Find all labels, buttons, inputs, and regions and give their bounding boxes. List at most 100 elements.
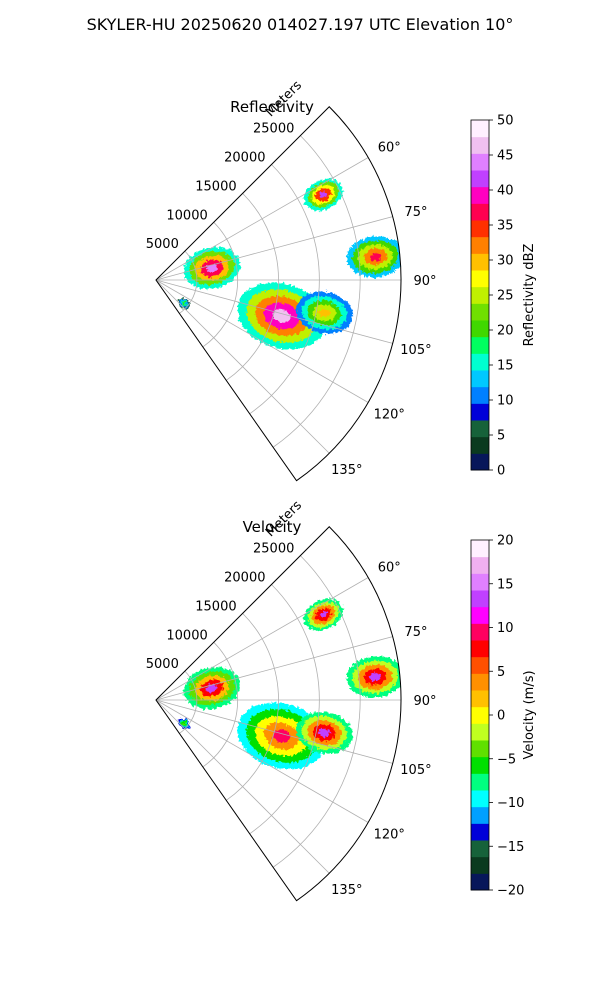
colorbar-tick-label: 15 — [497, 359, 514, 374]
radial-grid-arc — [179, 670, 198, 734]
colorbar-segment — [471, 320, 489, 338]
colorbar-segment — [471, 690, 489, 708]
echo-cell — [346, 236, 401, 278]
azimuth-tick-label: 135° — [331, 883, 362, 898]
colorbar-tick-label: 20 — [497, 324, 514, 339]
azimuth-tick-label: 135° — [331, 463, 362, 478]
colorbar-segment — [471, 590, 489, 608]
azimuth-tick-label: 120° — [374, 408, 405, 423]
colorbar-segment — [471, 540, 489, 558]
colorbar-tick-label: 5 — [497, 429, 505, 444]
azimuth-grid-line — [155, 636, 393, 701]
range-tick-label: 10000 — [166, 628, 207, 643]
colorbar-segment — [471, 186, 489, 204]
echo-layer — [178, 598, 401, 770]
radial-grid-arc — [249, 584, 320, 835]
colorbar-segment — [471, 453, 489, 471]
echo-cell — [346, 656, 401, 698]
colorbar-segment — [471, 253, 489, 271]
colorbar-tick-label: 45 — [497, 149, 514, 164]
azimuth-grid-line — [155, 577, 369, 701]
range-tick-label: 5000 — [146, 237, 179, 252]
range-tick-label: 5000 — [146, 657, 179, 672]
azimuth-grid-line — [155, 699, 393, 764]
colorbar-segment — [471, 203, 489, 221]
colorbar-segment — [471, 623, 489, 641]
colorbar-tick-label: 0 — [497, 464, 505, 479]
echo-cell — [296, 291, 353, 334]
range-tick-label: 25000 — [253, 542, 294, 557]
colorbar-segment — [471, 856, 489, 874]
polar-axes-frame — [155, 526, 402, 902]
azimuth-tick-label: 120° — [374, 828, 405, 843]
radial-grid-arc — [226, 613, 279, 801]
colorbar-tick-label: 0 — [497, 709, 505, 724]
plot-title: Reflectivity — [230, 98, 314, 116]
radial-grid-arc — [202, 641, 238, 768]
azimuth-grid-line — [155, 279, 393, 344]
echo-cell — [303, 178, 343, 211]
colorbar-segment — [471, 436, 489, 454]
range-tick-label: 15000 — [195, 599, 236, 614]
azimuth-tick-label: 75° — [404, 205, 427, 220]
colorbar-segment — [471, 656, 489, 674]
colorbar-segment — [471, 756, 489, 774]
azimuth-tick-label: 105° — [400, 763, 431, 778]
colorbar-tick-label: 35 — [497, 219, 514, 234]
colorbar-segment — [471, 170, 489, 188]
colorbar-segment — [471, 236, 489, 254]
azimuth-grid-line — [155, 699, 369, 823]
radial-grid-arc — [202, 221, 238, 348]
colorbar-segment — [471, 740, 489, 758]
colorbar-tick-label: 20 — [497, 534, 514, 549]
colorbar-segment — [471, 120, 489, 138]
range-tick-label: 10000 — [166, 208, 207, 223]
colorbar-segment — [471, 403, 489, 421]
radial-grid-arc — [272, 555, 361, 868]
colorbar-segment — [471, 806, 489, 824]
colorbar-label: Reflectivity dBZ — [522, 244, 537, 347]
colorbar-segment — [471, 790, 489, 808]
echo-cell — [183, 247, 241, 290]
colorbar-segment — [471, 136, 489, 154]
colorbar-tick-label: −10 — [497, 796, 524, 811]
plot-title: Velocity — [243, 518, 302, 536]
range-tick-label: 20000 — [224, 151, 265, 166]
colorbar-segment — [471, 220, 489, 238]
azimuth-tick-label: 90° — [414, 274, 437, 289]
azimuth-grid-line — [155, 699, 330, 874]
colorbar-segment — [471, 370, 489, 388]
azimuth-grid-line — [155, 157, 369, 281]
azimuth-tick-label: 60° — [378, 560, 401, 575]
azimuth-grid-line — [155, 279, 330, 454]
colorbar-segment — [471, 640, 489, 658]
colorbar-segment — [471, 153, 489, 171]
colorbar-segment — [471, 386, 489, 404]
colorbar-tick-label: 30 — [497, 254, 514, 269]
range-tick-label: 25000 — [253, 122, 294, 137]
azimuth-tick-label: 105° — [400, 343, 431, 358]
range-tick-label: 15000 — [195, 179, 236, 194]
radial-grid-arc — [249, 164, 320, 415]
colorbar-tick-label: 25 — [497, 289, 514, 304]
colorbar-segment — [471, 353, 489, 371]
colorbar-segment — [471, 420, 489, 438]
polar-axes-frame — [155, 106, 402, 482]
echo-cell — [183, 667, 241, 710]
colorbar-label: Velocity (m/s) — [522, 670, 537, 759]
colorbar-segment — [471, 556, 489, 574]
range-tick-label: 20000 — [224, 571, 265, 586]
colorbar: −20 −15 −10 −5 0 5 10 15 20 Velocity (m/s) — [470, 534, 537, 899]
azimuth-grid-line — [155, 279, 369, 403]
colorbar-tick-label: 50 — [497, 114, 514, 129]
azimuth-grid-line — [155, 216, 393, 281]
azimuth-tick-label: 75° — [404, 625, 427, 640]
radial-grid-arc — [272, 135, 361, 448]
colorbar-tick-label: 40 — [497, 184, 514, 199]
colorbar-tick-label: 10 — [497, 394, 514, 409]
colorbar-segment — [471, 673, 489, 691]
echo-cell — [303, 598, 343, 631]
colorbar-segment — [471, 773, 489, 791]
